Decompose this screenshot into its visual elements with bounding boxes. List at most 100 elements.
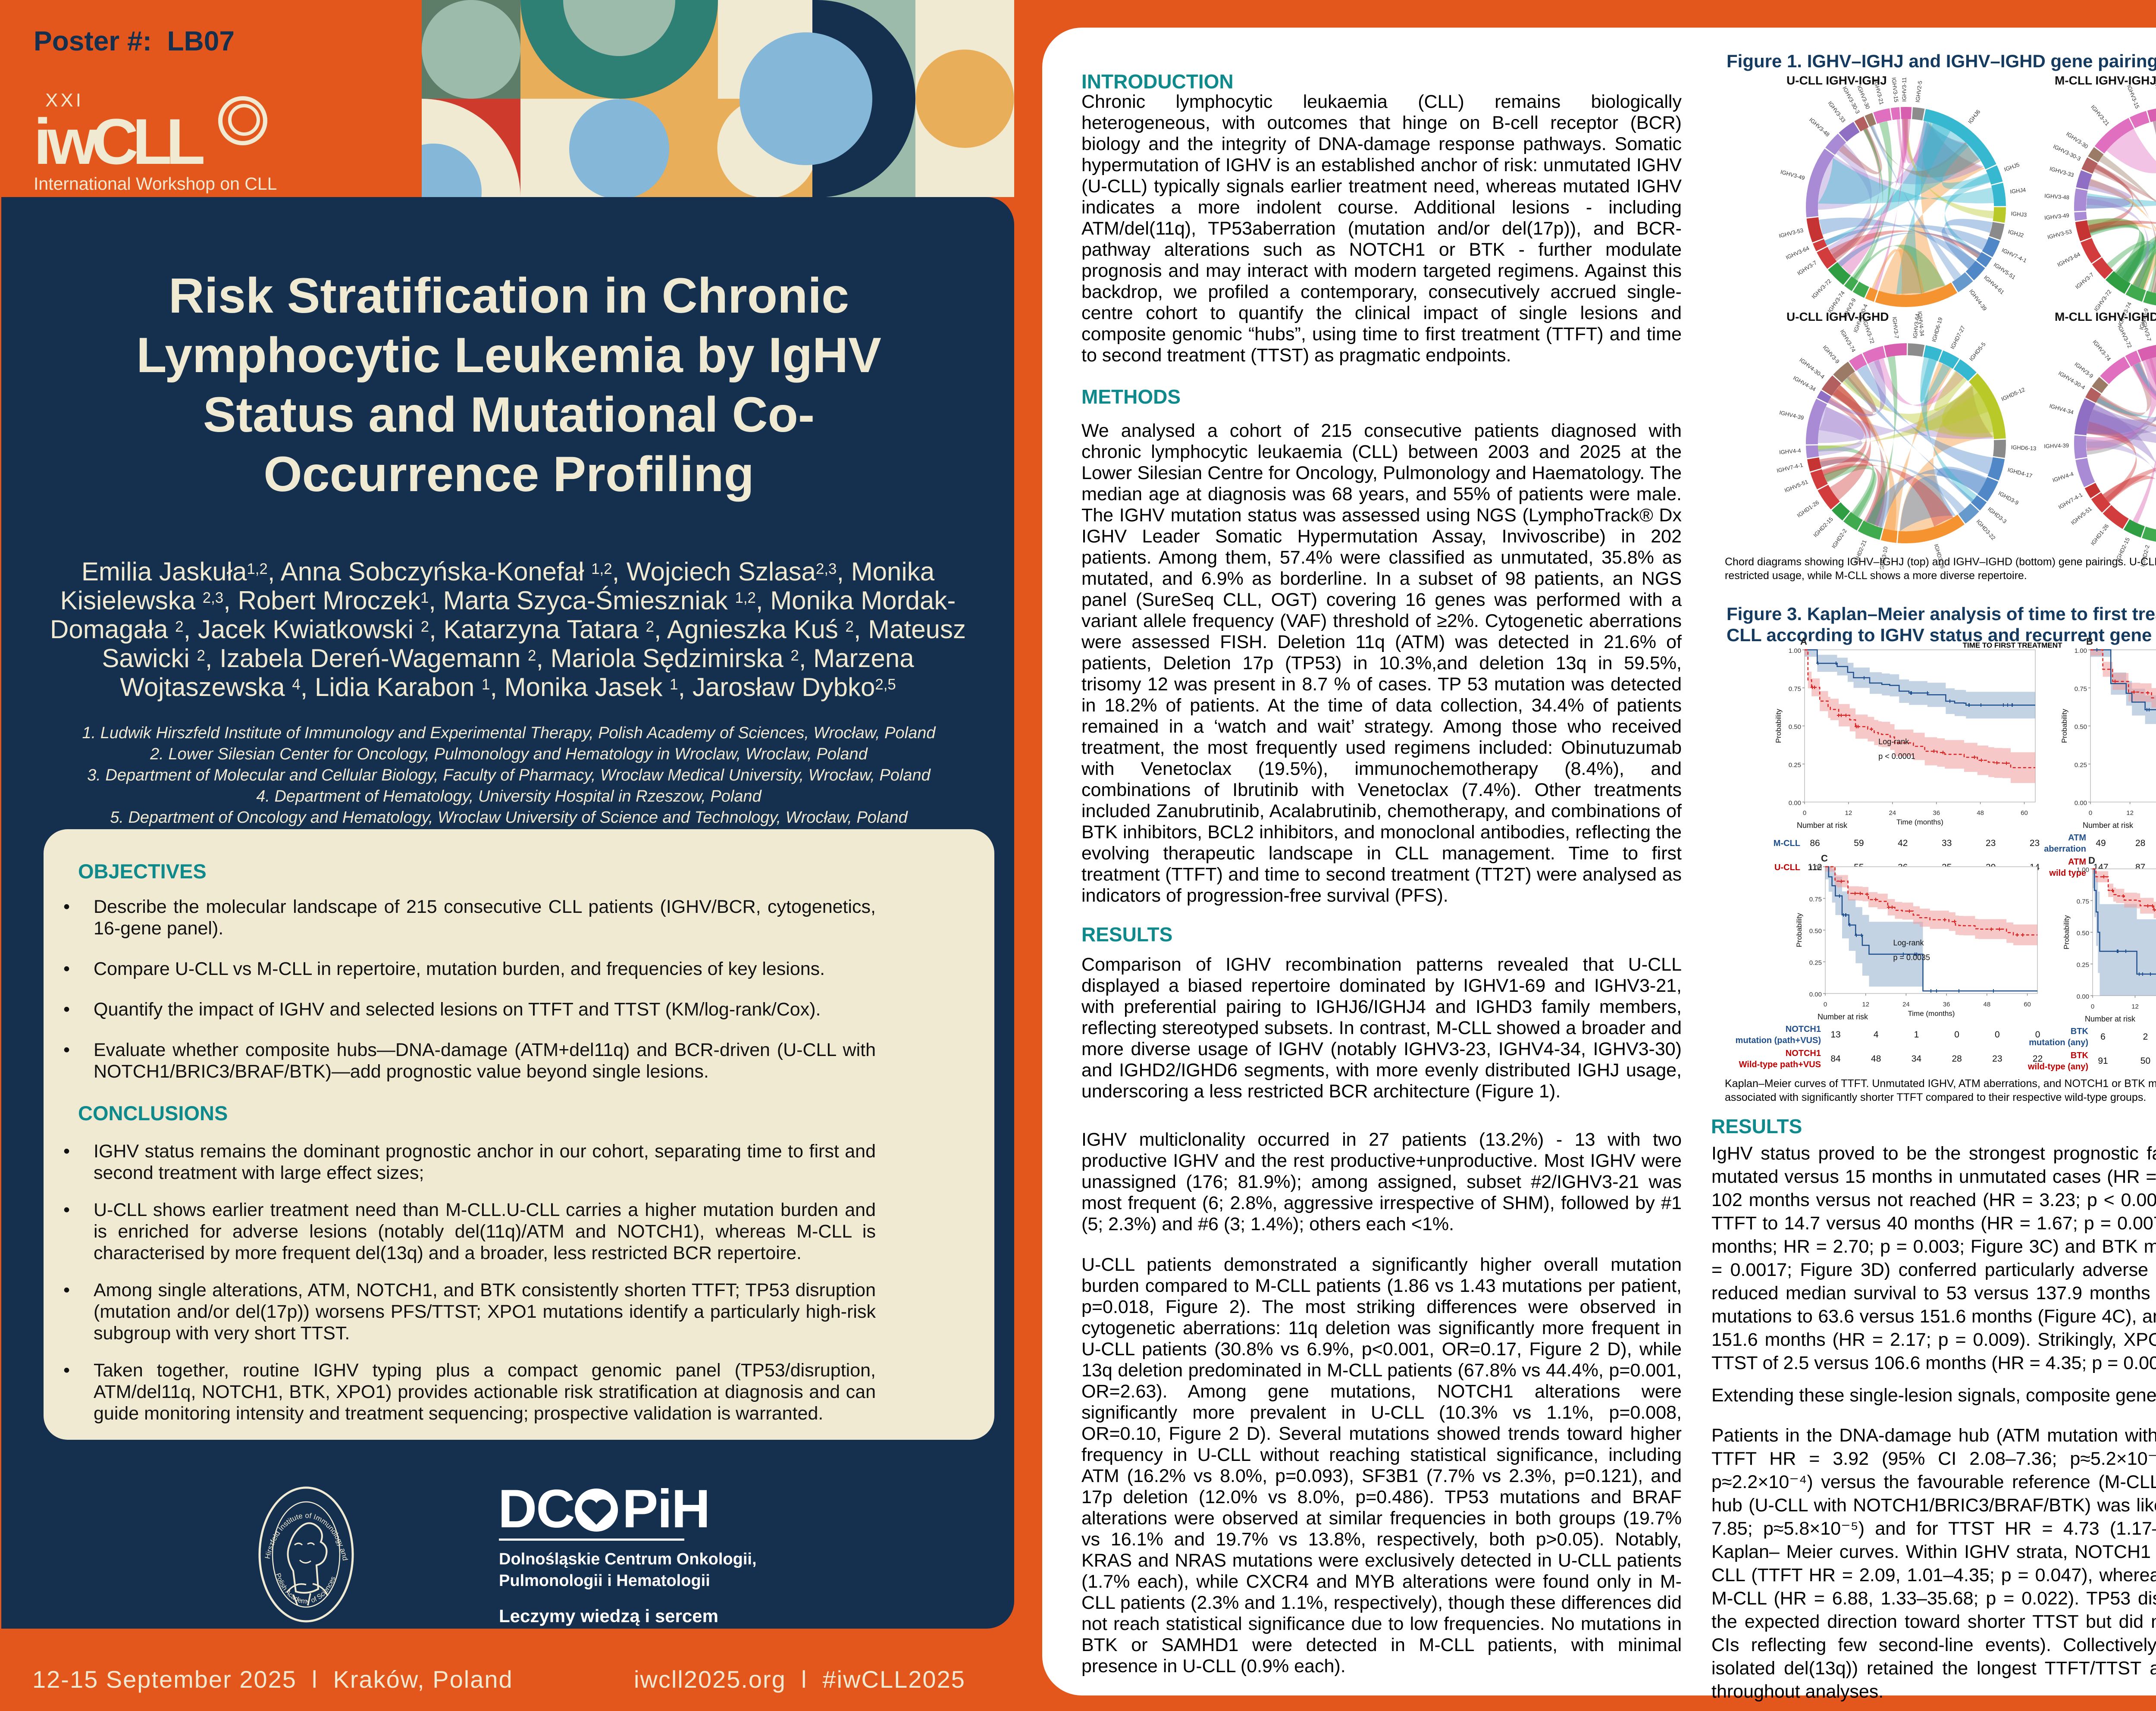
svg-text:wild-type (any): wild-type (any) bbox=[2028, 1062, 2088, 1072]
svg-text:Number at risk: Number at risk bbox=[2085, 1015, 2136, 1023]
svg-text:Time (months): Time (months) bbox=[1896, 818, 1943, 826]
svg-text:IGHV4-4: IGHV4-4 bbox=[1779, 447, 1801, 455]
svg-text:1.00: 1.00 bbox=[1809, 864, 1822, 871]
svg-text:50: 50 bbox=[2140, 1056, 2150, 1066]
svg-text:mutation (path+VUS): mutation (path+VUS) bbox=[1736, 1036, 1821, 1045]
svg-text:IGHV3-11: IGHV3-11 bbox=[1901, 77, 1908, 102]
svg-text:1.00: 1.00 bbox=[1789, 647, 1801, 655]
svg-text:p = 0.0035: p = 0.0035 bbox=[1893, 953, 1930, 962]
svg-text:34: 34 bbox=[1912, 1054, 1922, 1064]
svg-text:0: 0 bbox=[1803, 809, 1806, 817]
svg-text:0: 0 bbox=[1995, 1030, 2000, 1040]
svg-text:International Workshop on CLL: International Workshop on CLL bbox=[34, 174, 277, 194]
svg-text:86: 86 bbox=[1810, 838, 1820, 848]
svg-text:B: B bbox=[2086, 638, 2093, 647]
svg-text:Probability: Probability bbox=[1795, 913, 1803, 947]
svg-text:12: 12 bbox=[2131, 1003, 2139, 1010]
svg-text:33: 33 bbox=[1942, 838, 1952, 848]
svg-text:IGHV3-49: IGHV3-49 bbox=[2044, 212, 2069, 221]
svg-text:91: 91 bbox=[2098, 1056, 2108, 1066]
svg-text:42: 42 bbox=[1898, 838, 1908, 848]
svg-text:13: 13 bbox=[1830, 1030, 1840, 1040]
svg-text:23: 23 bbox=[1992, 1054, 2002, 1064]
svg-text:M-CLL IGHV-IGHD: M-CLL IGHV-IGHD bbox=[2055, 310, 2156, 323]
svg-text:60: 60 bbox=[2021, 809, 2028, 817]
svg-text:0: 0 bbox=[1824, 1001, 1827, 1008]
svg-text:IGHV3-48: IGHV3-48 bbox=[2044, 192, 2070, 201]
svg-text:Hirszfeld Institute of Immunol: Hirszfeld Institute of Immunology and Ex… bbox=[257, 1485, 349, 1561]
svg-text:60: 60 bbox=[2024, 1001, 2031, 1008]
svg-text:Pulmonologii i Hematologii: Pulmonologii i Hematologii bbox=[499, 1572, 710, 1590]
svg-text:Number at risk: Number at risk bbox=[1797, 821, 1848, 830]
svg-text:36: 36 bbox=[1943, 1001, 1950, 1008]
svg-text:Polish Academy of Sciences: Polish Academy of Sciences bbox=[274, 1572, 337, 1605]
svg-text:Log-rank: Log-rank bbox=[1893, 938, 1924, 947]
svg-text:0.75: 0.75 bbox=[2077, 898, 2089, 906]
svg-text:M-CLL: M-CLL bbox=[1774, 839, 1800, 848]
svg-text:ᴡCLL: ᴡCLL bbox=[47, 105, 204, 178]
svg-text:0.75: 0.75 bbox=[1789, 685, 1801, 693]
svg-text:1: 1 bbox=[1914, 1030, 1919, 1040]
svg-text:U-CLL IGHV-IGHJ: U-CLL IGHV-IGHJ bbox=[1786, 74, 1887, 87]
svg-text:2: 2 bbox=[2143, 1032, 2148, 1042]
svg-text:23: 23 bbox=[1986, 838, 1996, 848]
svg-text:D: D bbox=[2088, 857, 2095, 866]
svg-text:12: 12 bbox=[2126, 809, 2134, 817]
svg-text:112: 112 bbox=[1808, 862, 1822, 872]
svg-text:0: 0 bbox=[2035, 1030, 2040, 1040]
svg-text:Probability: Probability bbox=[2060, 708, 2068, 743]
svg-text:IGHV3-15: IGHV3-15 bbox=[1890, 77, 1899, 103]
svg-text:4: 4 bbox=[1874, 1030, 1879, 1040]
svg-text:24: 24 bbox=[1902, 1001, 1910, 1008]
svg-text:6: 6 bbox=[2100, 1032, 2106, 1042]
svg-text:IGHV4-39: IGHV4-39 bbox=[2044, 442, 2069, 449]
svg-text:NOTCH1: NOTCH1 bbox=[1786, 1025, 1821, 1034]
svg-text:0.00: 0.00 bbox=[1789, 799, 1801, 807]
svg-text:0.50: 0.50 bbox=[1789, 724, 1801, 731]
svg-text:BTK: BTK bbox=[2071, 1027, 2089, 1036]
svg-text:A: A bbox=[1800, 638, 1807, 647]
svg-text:1.00: 1.00 bbox=[2075, 647, 2087, 655]
svg-text:Number at risk: Number at risk bbox=[2083, 821, 2134, 830]
svg-text:12: 12 bbox=[1845, 809, 1852, 817]
svg-text:PiH: PiH bbox=[622, 1479, 709, 1539]
svg-text:IGHV4-34: IGHV4-34 bbox=[1917, 311, 1926, 336]
svg-text:12: 12 bbox=[1862, 1001, 1869, 1008]
svg-text:0: 0 bbox=[2091, 1003, 2094, 1010]
svg-text:U-CLL: U-CLL bbox=[1774, 863, 1800, 872]
svg-text:IGHV2-5: IGHV2-5 bbox=[1914, 80, 1923, 103]
svg-text:IGHJ4: IGHJ4 bbox=[2010, 187, 2026, 195]
svg-text:IGHJ3: IGHJ3 bbox=[2011, 210, 2027, 218]
svg-text:i: i bbox=[34, 105, 50, 178]
svg-text:IGHV3-64: IGHV3-64 bbox=[1912, 313, 1921, 339]
svg-text:aberration: aberration bbox=[2044, 844, 2086, 854]
svg-text:mutation (any): mutation (any) bbox=[2029, 1038, 2088, 1047]
svg-text:Wild-type path+VUS: Wild-type path+VUS bbox=[1739, 1060, 1821, 1069]
svg-text:0.25: 0.25 bbox=[2077, 962, 2089, 969]
svg-text:0: 0 bbox=[2089, 809, 2092, 817]
svg-text:22: 22 bbox=[2033, 1054, 2043, 1064]
svg-text:0.00: 0.00 bbox=[2075, 799, 2087, 807]
svg-text:28: 28 bbox=[1952, 1054, 1962, 1064]
svg-text:NOTCH1: NOTCH1 bbox=[1786, 1049, 1821, 1058]
svg-text:0.25: 0.25 bbox=[1789, 761, 1801, 769]
svg-text:48: 48 bbox=[1977, 809, 1984, 817]
svg-text:1.00: 1.00 bbox=[2077, 866, 2089, 874]
svg-text:0.75: 0.75 bbox=[1809, 896, 1822, 903]
svg-text:48: 48 bbox=[1871, 1054, 1881, 1064]
svg-text:ATM: ATM bbox=[2068, 857, 2086, 867]
svg-text:U-CLL IGHV-IGHD: U-CLL IGHV-IGHD bbox=[1786, 310, 1889, 323]
svg-text:48: 48 bbox=[1984, 1001, 1991, 1008]
svg-text:84: 84 bbox=[1830, 1054, 1841, 1064]
svg-text:23: 23 bbox=[2030, 838, 2040, 848]
svg-text:XXI: XXI bbox=[45, 90, 84, 111]
svg-text:Leczymy wiedzą i sercem: Leczymy wiedzą i sercem bbox=[499, 1606, 718, 1626]
svg-text:Probability: Probability bbox=[2062, 915, 2071, 950]
svg-text:Number at risk: Number at risk bbox=[1818, 1012, 1868, 1021]
svg-text:0.25: 0.25 bbox=[1809, 959, 1822, 967]
svg-text:36: 36 bbox=[1933, 809, 1940, 817]
svg-text:24: 24 bbox=[1889, 809, 1896, 817]
svg-text:0.50: 0.50 bbox=[2077, 930, 2089, 937]
svg-text:BTK: BTK bbox=[2071, 1051, 2089, 1060]
svg-text:M-CLL IGHV-IGHJ: M-CLL IGHV-IGHJ bbox=[2055, 74, 2156, 87]
